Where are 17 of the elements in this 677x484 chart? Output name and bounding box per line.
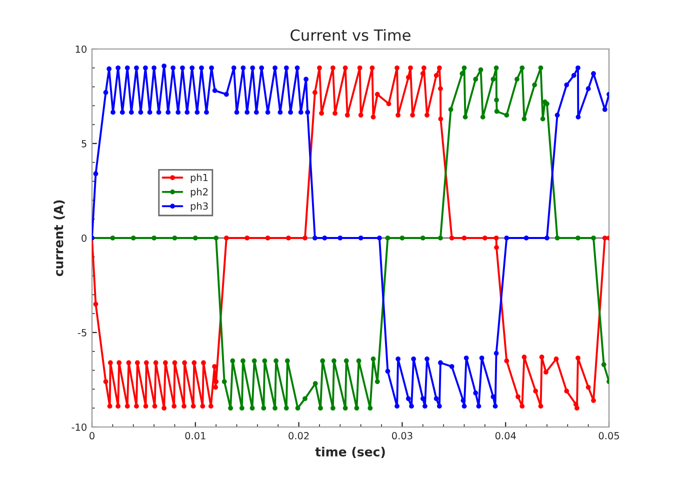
y-axis-title: current (A) (54, 200, 65, 276)
x-tick-label: 0 (90, 432, 94, 440)
x-tick-label: 0.02 (288, 432, 309, 440)
legend-label: ph3 (190, 202, 208, 212)
x-tick-label: 0.03 (392, 432, 412, 440)
legend-label: ph1 (190, 174, 208, 184)
y-tick-label: -10 (72, 423, 86, 431)
x-tick-label: 0.04 (495, 432, 516, 440)
y-tick-label: 0 (82, 234, 86, 242)
y-tick-label: -5 (78, 329, 86, 336)
y-tick-label: 10 (76, 45, 86, 53)
y-tick-label: 5 (82, 140, 86, 148)
chart-title: Current vs Time (290, 29, 410, 41)
x-tick-label: 0.01 (185, 432, 206, 440)
legend-label: ph2 (190, 188, 208, 198)
x-tick-label: 0.05 (598, 432, 619, 440)
x-axis-title: time (sec) (315, 446, 385, 458)
